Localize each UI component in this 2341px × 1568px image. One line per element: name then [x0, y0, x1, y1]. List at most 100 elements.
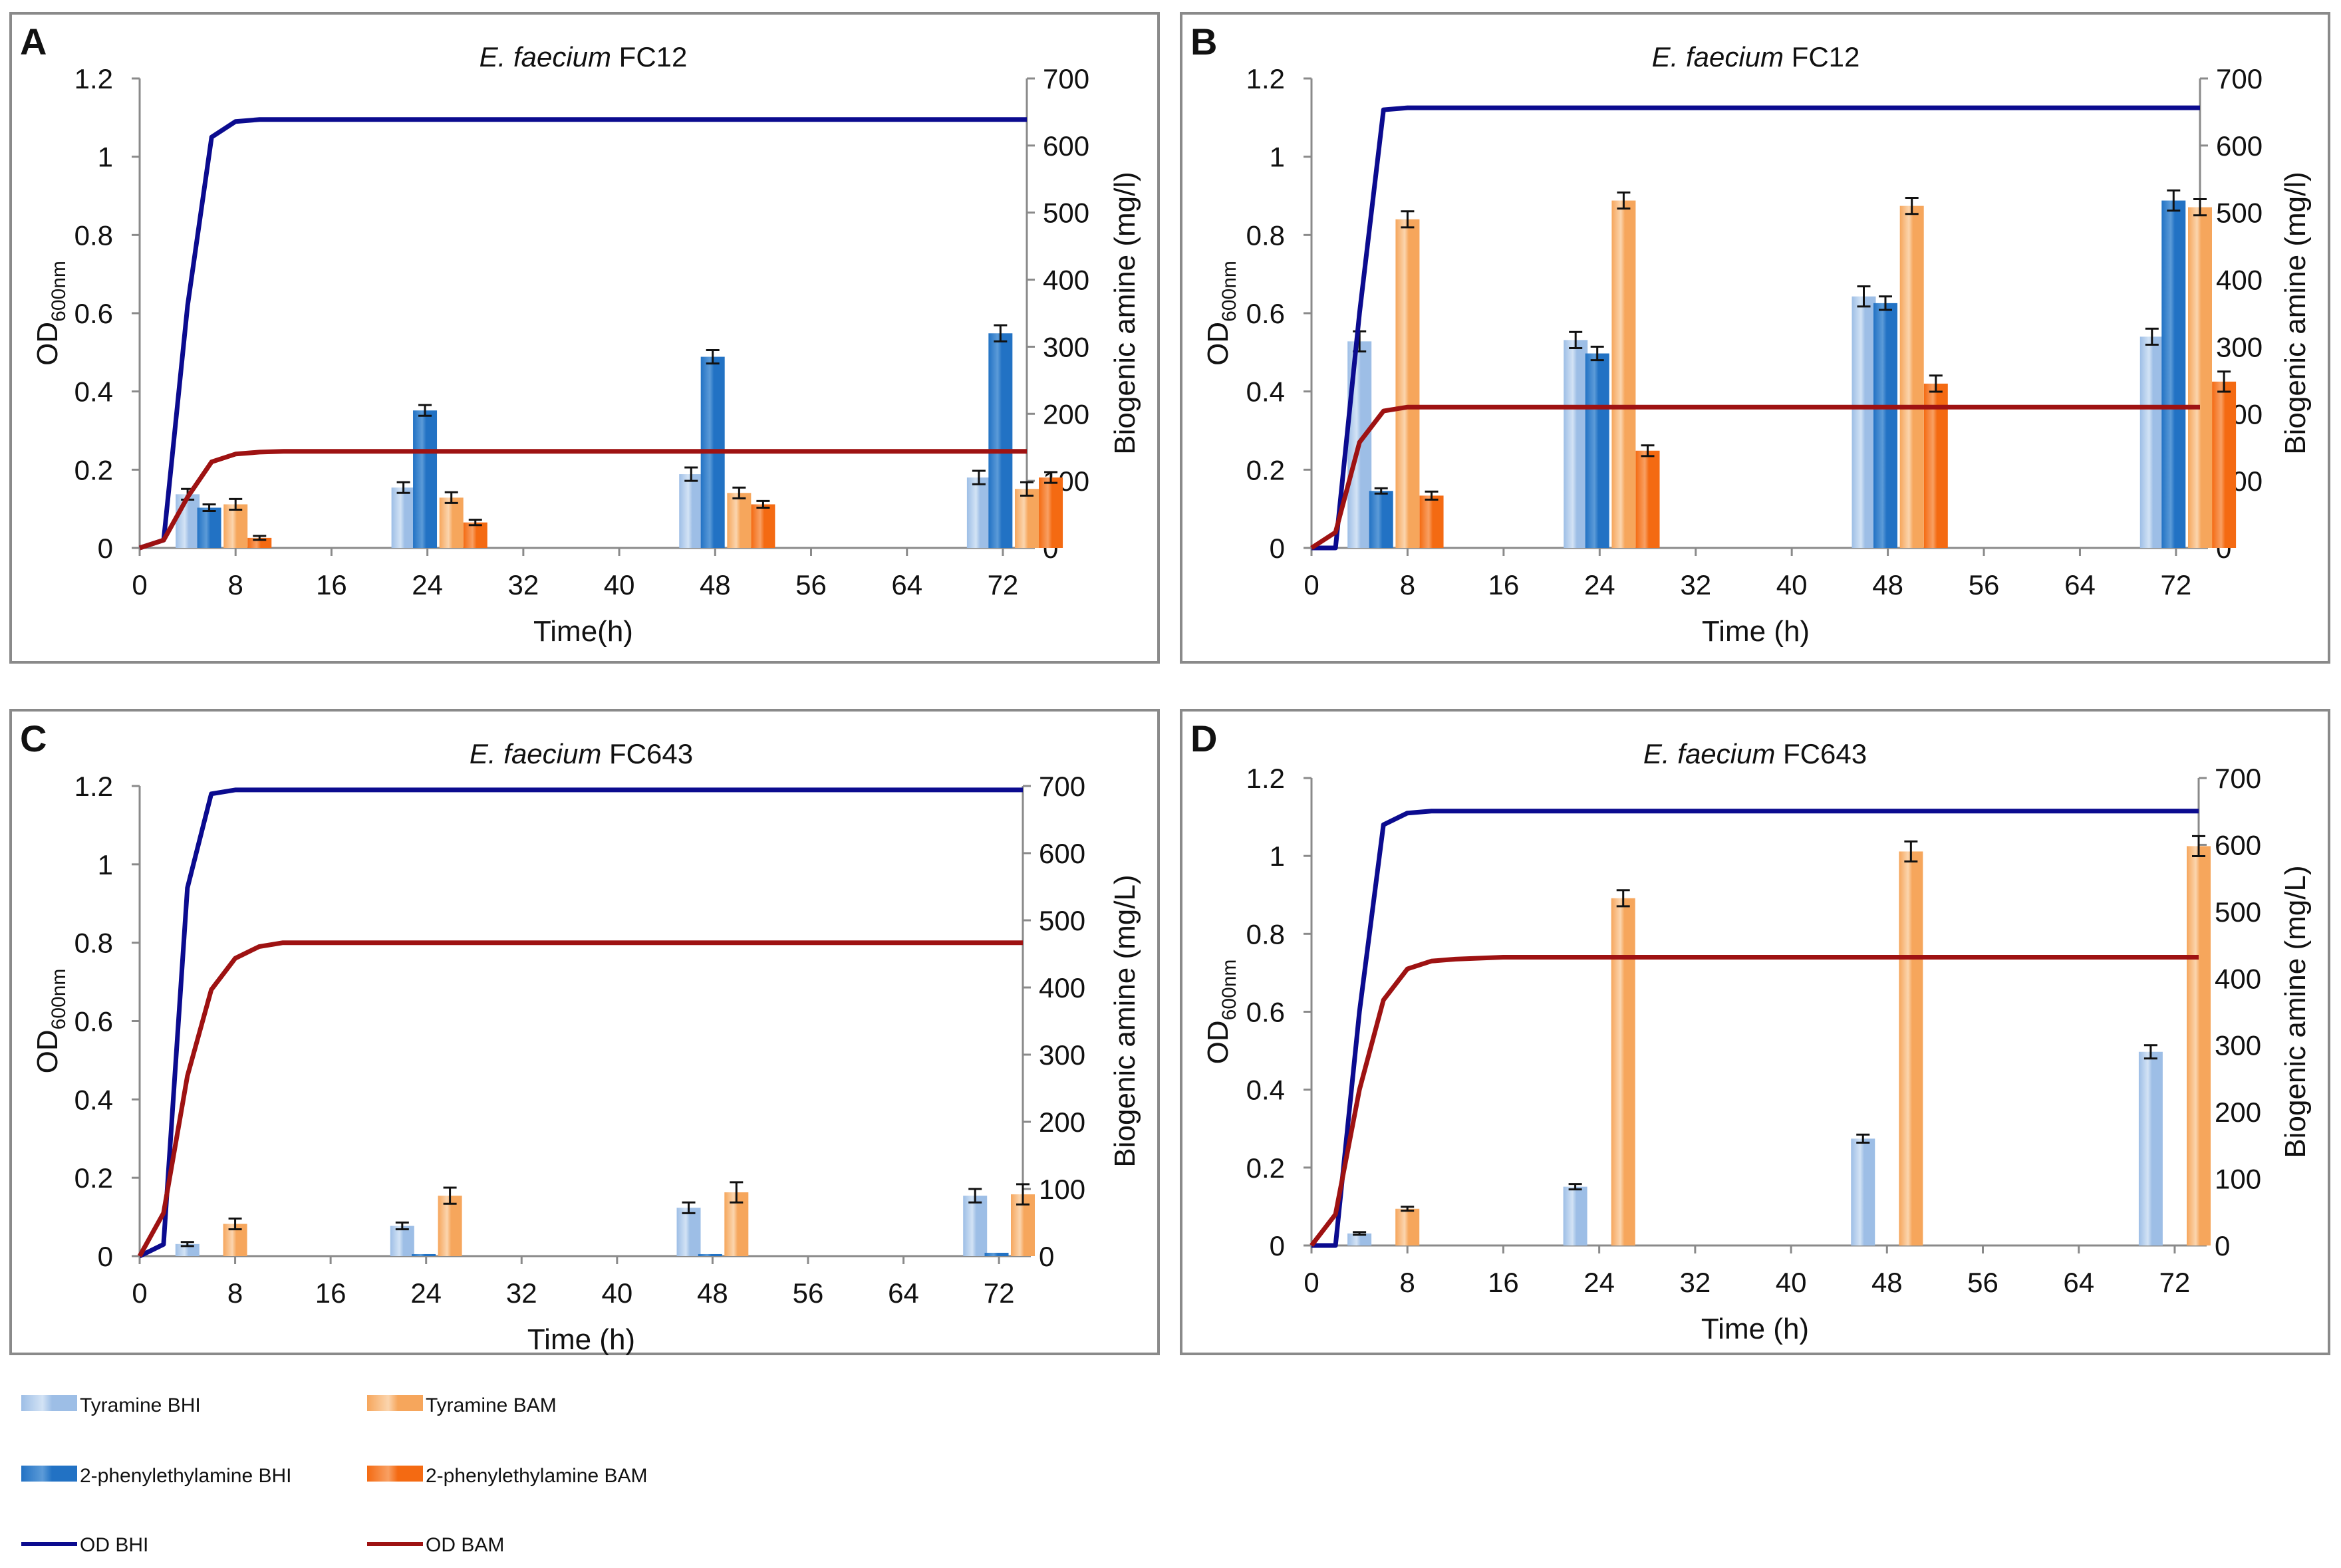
y2-tick-label: 600 — [2215, 829, 2261, 860]
x-tick-label: 48 — [700, 569, 731, 600]
panel-frame — [9, 709, 1160, 1355]
bar-tyr_bhi — [176, 494, 200, 548]
chart-title-strain: FC643 — [601, 738, 693, 769]
legend-label: Tyramine BHI — [80, 1394, 201, 1416]
legend-item-od_bhi: OD BHI — [21, 1534, 148, 1556]
y2-tick-label: 200 — [2215, 1097, 2261, 1128]
y-tick-label: 1 — [98, 849, 113, 880]
bar-pea_bhi — [412, 1253, 436, 1256]
chart-panel-d: D E. faecium FC643 0 0.2 0.4 0.6 0.8 1 1.2 0 100 20… — [1180, 709, 2330, 1355]
bar-tyr_bhi — [963, 1196, 988, 1256]
bar-pea_bhi — [1585, 353, 1609, 548]
x-tick-label: 72 — [988, 569, 1019, 600]
bar-tyr_bhi — [676, 1208, 701, 1256]
chart-panel-a: A E. faecium FC1200.20.40.60.811.20100200… — [9, 12, 1160, 664]
y2-tick-label: 500 — [1043, 197, 1089, 229]
bar-tyr_bam — [1611, 200, 1636, 548]
y-tick-label: 1.2 — [1246, 63, 1285, 94]
bar-pea_bam — [1923, 383, 1948, 548]
y2-tick-label: 700 — [1039, 771, 1085, 802]
bar-tyr_bhi — [1563, 1186, 1587, 1245]
x-tick-label: 48 — [1871, 1267, 1903, 1298]
x-tick-label: 16 — [315, 1277, 346, 1309]
x-tick-label: 8 — [227, 1277, 243, 1309]
legend-label: OD BHI — [80, 1534, 148, 1556]
y2-axis-label: Biogenic amine (mg/L) — [2279, 865, 2312, 1158]
bar-tyr_bam — [2187, 846, 2211, 1245]
legend-item-pea_bam: 2-phenylethylamine BAM — [367, 1465, 648, 1487]
y2-tick-label: 500 — [2216, 197, 2263, 229]
x-tick-label: 32 — [508, 569, 539, 600]
y-tick-label: 0.8 — [74, 219, 113, 251]
x-tick-label: 56 — [795, 569, 827, 600]
bar-tyr_bam — [1395, 219, 1420, 548]
x-tick-label: 16 — [1488, 1267, 1519, 1298]
bar-tyr_bhi — [2138, 1051, 2163, 1245]
y-tick-label: 1.2 — [74, 771, 113, 802]
y2-tick-label: 500 — [2215, 896, 2261, 928]
x-tick-label: 56 — [793, 1277, 824, 1309]
panel-frame — [1180, 709, 2330, 1355]
x-tick-label: 16 — [316, 569, 347, 600]
x-tick-label: 8 — [228, 569, 243, 600]
chart-title: E. faecium FC643 — [470, 738, 693, 769]
bar-tyr_bam — [1611, 898, 1635, 1245]
line-od_bhi — [1311, 809, 2199, 1248]
bars — [1347, 189, 2237, 549]
bars — [1347, 835, 2211, 1245]
x-tick-label: 24 — [412, 569, 443, 600]
y2-tick-label: 500 — [1039, 905, 1085, 936]
bar-pea_bam — [1419, 495, 1444, 548]
bar-pea_bam — [1039, 477, 1063, 548]
legend-label: Tyramine BAM — [426, 1394, 557, 1416]
chart-title-species: E. faecium — [1643, 738, 1775, 769]
y-tick-label: 0.8 — [74, 928, 113, 959]
y2-tick-label: 0 — [2215, 1230, 2230, 1261]
bar-tyr_bam — [2188, 207, 2212, 548]
x-tick-label: 16 — [1488, 569, 1520, 600]
line-od_bam — [1310, 404, 2200, 550]
x-tick-label: 72 — [2159, 1267, 2191, 1298]
bar-pea_bam — [463, 522, 487, 548]
y2-axis-label: Biogenic amine (mg/l) — [1109, 172, 1141, 455]
y-tick-label: 0.2 — [74, 454, 113, 485]
bar-tyr_bhi — [1347, 1233, 1372, 1245]
bar-pea_bhi — [698, 1253, 722, 1256]
y2-tick-label: 600 — [2216, 130, 2263, 162]
x-tick-label: 64 — [2063, 1267, 2094, 1298]
panels: A E. faecium FC1200.20.40.60.811.20100200… — [9, 12, 2330, 1356]
y2-tick-label: 700 — [2215, 763, 2261, 794]
y2-tick-label: 600 — [1039, 838, 1085, 869]
panel-letter: C — [20, 718, 47, 759]
bar-tyr_bhi — [2139, 336, 2164, 548]
line-od_bhi — [138, 787, 1023, 1259]
bar-pea_bhi — [1369, 491, 1393, 548]
bar-pea_bhi — [197, 507, 221, 548]
y-tick-label: 0.4 — [1246, 376, 1285, 408]
bar-tyr_bam — [438, 1196, 462, 1256]
chart-panel-c: C E. faecium FC643 0 0.2 0.4 0.6 0.8 1 1.2 0 100 20… — [9, 709, 1160, 1356]
y2-tick-label: 200 — [1039, 1107, 1085, 1138]
chart-title-species: E. faecium — [470, 738, 601, 769]
legend-swatch — [21, 1466, 77, 1482]
x-tick-label: 40 — [604, 569, 635, 600]
x-axis-label: Time (h) — [1702, 615, 1810, 648]
x-tick-label: 0 — [132, 1277, 147, 1309]
bar-pea_bhi — [1873, 303, 1897, 548]
x-tick-label: 24 — [1584, 569, 1615, 600]
y2-tick-label: 400 — [2215, 963, 2261, 994]
bar-tyr_bhi — [679, 474, 704, 548]
x-tick-label: 64 — [2064, 569, 2096, 600]
x-tick-label: 32 — [506, 1277, 537, 1309]
bar-tyr_bam — [223, 504, 248, 548]
y-axis-label: OD600nm — [1202, 960, 1240, 1065]
y-tick-label: 1 — [1270, 142, 1285, 173]
line-od_bam — [137, 940, 1023, 1257]
bar-tyr_bhi — [1852, 296, 1876, 548]
x-tick-label: 8 — [1400, 569, 1415, 600]
x-tick-label: 24 — [1584, 1267, 1615, 1298]
bars — [175, 1181, 1035, 1256]
y-axis-label-sub: 600nm — [48, 969, 70, 1030]
x-tick-label: 72 — [2161, 569, 2192, 600]
legend-label: 2-phenylethylamine BAM — [426, 1465, 648, 1487]
